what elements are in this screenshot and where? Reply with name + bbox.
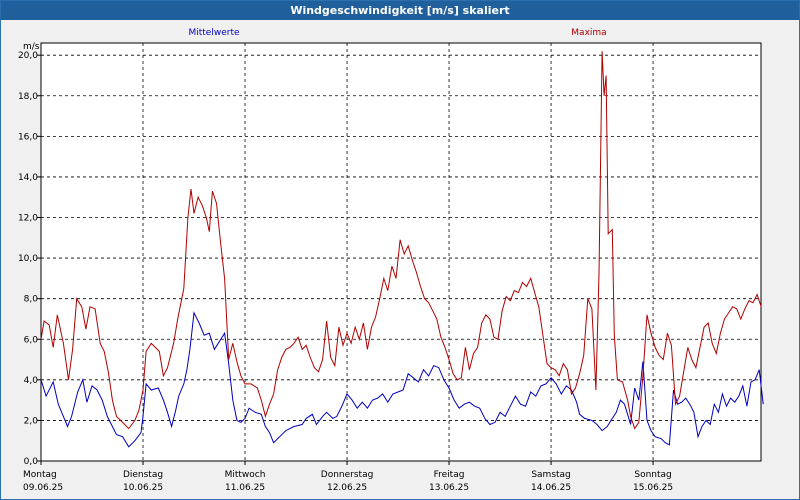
x-axis: Montag 09.06.25 Dienstag 10.06.25 Mittwoch 11…: [23, 461, 673, 493]
y-tick-label: 16,0: [18, 132, 38, 142]
grid: [41, 43, 761, 462]
x-tick-day: Mittwoch: [225, 470, 266, 480]
y-tick-label: 12,0: [18, 214, 38, 224]
x-tick-date: 13.06.25: [429, 483, 469, 493]
y-tick-label: 6,0: [24, 335, 39, 345]
x-tick-day: Sonntag: [634, 470, 671, 480]
wind-speed-chart: 0,02,04,06,08,010,012,014,016,018,020,0 …: [18, 28, 764, 493]
y-tick-label: 20,0: [18, 51, 38, 61]
legend-mittelwerte: Mittelwerte: [188, 28, 239, 38]
x-tick-date: 10.06.25: [123, 483, 163, 493]
x-tick-day: Samstag: [531, 470, 570, 480]
x-tick-day: Freitag: [434, 470, 465, 480]
series: [40, 51, 764, 448]
x-tick-date: 11.06.25: [225, 483, 265, 493]
legend-maxima: Maxima: [571, 28, 606, 38]
x-tick-day: Dienstag: [123, 470, 163, 480]
x-tick-date: 12.06.25: [327, 483, 367, 493]
x-tick-date: 14.06.25: [531, 483, 571, 493]
y-tick-label: 14,0: [18, 173, 38, 183]
x-tick-day: Montag: [23, 470, 57, 480]
x-tick-day: Donnerstag: [321, 470, 374, 480]
y-axis: 0,0 2,0 4,0 6,0 8,0 10,0 12,0 14,0 16,0 18,0 20,0: [18, 51, 41, 467]
y-tick-label: 18,0: [18, 92, 38, 102]
y-tick-label: 8,0: [24, 295, 39, 305]
y-tick-label: 10,0: [18, 254, 38, 264]
x-tick-date: 15.06.25: [633, 483, 673, 493]
series-mittelwerte-line: [40, 311, 764, 448]
y-axis-unit: m/s: [23, 42, 40, 52]
y-tick-label: 2,0: [24, 416, 39, 426]
series-maxima-line: [40, 51, 762, 430]
window-title: Windgeschwindigkeit [m/s] skaliert: [1, 1, 799, 20]
y-tick-label: 0,0: [24, 457, 39, 467]
y-tick-label: 4,0: [24, 376, 39, 386]
x-tick-date: 09.06.25: [23, 483, 63, 493]
